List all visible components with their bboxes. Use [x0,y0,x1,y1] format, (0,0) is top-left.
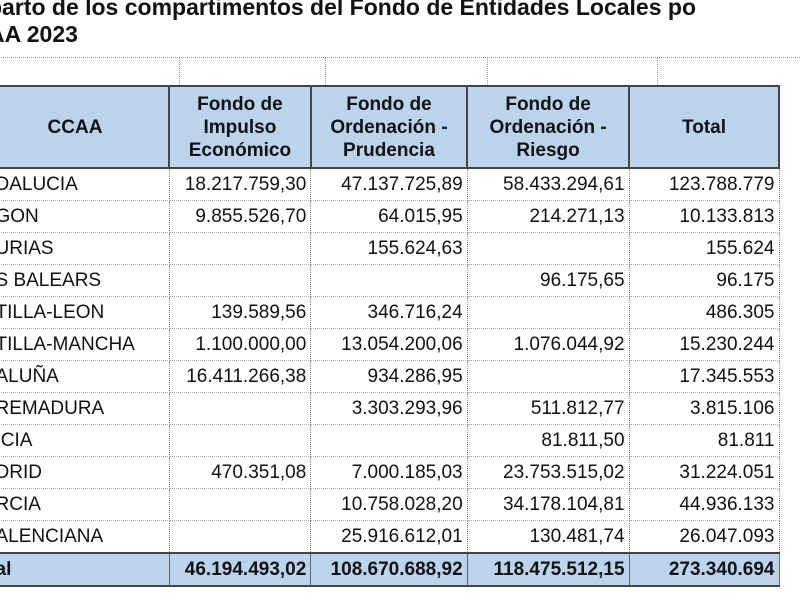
riesgo-cell: 214.271,13 [466,200,630,233]
header-riesgo: Fondo de Ordenación - Riesgo [466,85,631,169]
title-line-2: AA 2023 [0,21,78,47]
riesgo-cell: 96.175,65 [466,264,630,297]
total-cell: 96.175 [628,264,780,297]
riesgo-cell [466,232,630,265]
table-row: S BALEARS 96.175,65 96.175 [0,264,780,297]
riesgo-cell: 511.812,77 [466,392,630,425]
riesgo-cell [466,360,630,393]
riesgo-cell: 23.753.515,02 [466,456,630,489]
ccaa-cell: REMADURA [0,392,170,425]
table-row: GON9.855.526,7064.015,95214.271,1310.133… [0,200,780,233]
impulso-cell: 470.351,08 [168,456,312,489]
total-cell: 3.815.106 [628,392,780,425]
total-cell: 123.788.779 [628,168,780,201]
impulso-cell [168,488,312,521]
table-title: parto de los compartimentos del Fondo de… [0,0,800,48]
total-cell: 17.345.553 [628,360,780,393]
riesgo-cell: 130.481,74 [466,520,630,554]
prudencia-cell: 10.758.028,20 [310,488,468,521]
ccaa-cell: ALUÑA [0,360,170,393]
riesgo-cell [466,296,630,329]
riesgo-cell: 81.811,50 [466,424,630,457]
riesgo-cell: 34.178.104,81 [466,488,630,521]
ccaa-cell: ICIA [0,424,170,457]
ccaa-cell: RCIA [0,488,170,521]
ccaa-cell: GON [0,200,170,233]
impulso-cell [168,424,312,457]
impulso-cell [168,392,312,425]
impulso-cell: 1.100.000,00 [168,328,312,361]
total-row: al 46.194.493,02 108.670.688,92 118.475.… [0,552,780,587]
ccaa-cell: DALUCIA [0,168,170,201]
total-cell: 155.624 [628,232,780,265]
impulso-cell: 18.217.759,30 [168,168,312,201]
ccaa-cell: S BALEARS [0,264,170,297]
ccaa-cell: TILLA-MANCHA [0,328,170,361]
header-total: Total [628,85,780,169]
prudencia-cell: 13.054.200,06 [310,328,468,361]
ccaa-cell: DRID [0,456,170,489]
total-cell: 26.047.093 [628,520,780,554]
riesgo-cell: 58.433.294,61 [466,168,630,201]
title-line-1: parto de los compartimentos del Fondo de… [0,0,696,20]
prudencia-cell: 7.000.185,03 [310,456,468,489]
table-row: ALUÑA 16.411.266,38 934.286,95 17.345.553 [0,360,780,393]
total-label: al [0,552,170,587]
ccaa-cell: URIAS [0,232,170,265]
impulso-cell [168,264,312,297]
impulso-cell: 9.855.526,70 [168,200,312,233]
prudencia-cell: 3.303.293,96 [310,392,468,425]
prudencia-cell: 934.286,95 [310,360,468,393]
total-prudencia: 108.670.688,92 [310,552,468,587]
prudencia-cell: 155.624,63 [310,232,468,265]
header-impulso: Fondo de Impulso Económico [168,85,312,169]
impulso-cell [168,232,312,265]
table-row: URIAS 155.624,63 155.624 [0,232,780,265]
prudencia-cell: 346.716,24 [310,296,468,329]
table-row: RCIA 10.758.028,20 34.178.104,81 44.936.133 [0,488,780,521]
prudencia-cell: 25.916.612,01 [310,520,468,554]
total-cell: 44.936.133 [628,488,780,521]
total-impulso: 46.194.493,02 [168,552,312,587]
header-row: CCAA Fondo de Impulso Económico Fondo de… [0,85,780,169]
table-row: ALENCIANA 25.916.612,01 130.481,74 26.047.0… [0,520,780,554]
riesgo-cell: 1.076.044,92 [466,328,630,361]
ccaa-cell: ALENCIANA [0,520,170,554]
table-row: REMADURA 3.303.293,96 511.812,77 3.815.106 [0,392,780,425]
total-cell: 486.305 [628,296,780,329]
impulso-cell: 16.411.266,38 [168,360,312,393]
data-table: CCAA Fondo de Impulso Económico Fondo de… [0,85,780,587]
table-row: DRID 470.351,08 7.000.185,03 23.753.515,02 3… [0,456,780,489]
impulso-cell: 139.589,56 [168,296,312,329]
spacer-row [0,57,800,85]
table-row: TILLA-MANCHA 1.100.000,00 13.054.200,06 1.0… [0,328,780,361]
prudencia-cell: 47.137.725,89 [310,168,468,201]
prudencia-cell [310,264,468,297]
table-row: DALUCIA 18.217.759,30 47.137.725,89 58.433.… [0,168,780,201]
total-cell: 15.230.244 [628,328,780,361]
table-row: TILLA-LEON 139.589,56 346.716,24 486.305 [0,296,780,329]
total-total: 273.340.694 [628,552,780,587]
impulso-cell [168,520,312,554]
header-ccaa: CCAA [0,85,170,169]
ccaa-cell: TILLA-LEON [0,296,170,329]
total-cell: 81.811 [628,424,780,457]
prudencia-cell [310,424,468,457]
total-riesgo: 118.475.512,15 [466,552,630,587]
prudencia-cell: 64.015,95 [310,200,468,233]
total-cell: 31.224.051 [628,456,780,489]
total-cell: 10.133.813 [628,200,780,233]
header-prudencia: Fondo de Ordenación - Prudencia [309,85,469,169]
